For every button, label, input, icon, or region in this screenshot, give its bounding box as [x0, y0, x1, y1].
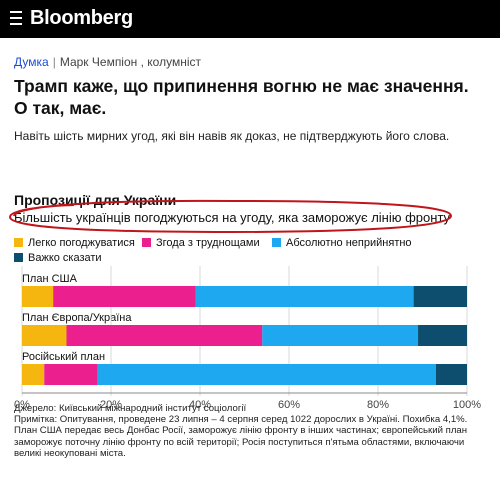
headline-line-2: О так, має. [14, 98, 107, 118]
bar-segment [435, 364, 467, 385]
x-tick-label: 60% [278, 399, 300, 411]
article-headline: Трамп каже, що припинення вогню не має з… [14, 75, 494, 119]
legend-swatch-unacceptable [272, 238, 281, 247]
category-label-eu: План Європа/Україна [22, 312, 132, 324]
chart-subtitle: Більшість українців погоджуються на угод… [14, 210, 451, 225]
legend-item-hard-to-say: Важко сказати [14, 252, 102, 264]
note-line-1: Примітка: Опитування, проведене 23 липня… [14, 414, 468, 426]
legend-swatch-hard-to-say [14, 253, 23, 262]
author-name[interactable]: Марк Чемпіон , колумніст [59, 55, 201, 69]
x-tick-label: 40% [189, 399, 211, 411]
article-dek: Навіть шість мирних угод, які він навів … [14, 129, 450, 143]
section-link[interactable]: Думка [14, 55, 49, 69]
bar-segment [418, 325, 467, 346]
legend-label-unacceptable: Абсолютно неприйнятно [286, 237, 412, 249]
bar-segment [413, 286, 467, 307]
bar-segment [22, 286, 54, 307]
source-line: Джерело: Київський міжнародний інститут … [14, 403, 247, 414]
bar-segment [195, 286, 414, 307]
headline-line-1: Трамп каже, що припинення вогню не має з… [14, 76, 469, 96]
x-tick-label: 20% [100, 399, 122, 411]
legend-label-hard-to-say: Важко сказати [28, 252, 102, 264]
bar-segment [22, 364, 45, 385]
x-tick-label: 0% [14, 399, 30, 411]
bar-segment [22, 325, 67, 346]
chart-title: Пропозиції для України [14, 192, 177, 208]
note-line-2: План США передає весь Донбас Росії, замо… [14, 425, 468, 437]
category-label-us: План США [22, 273, 77, 285]
chart-bars: 0% 20% 40% 60% 80% 100% [14, 266, 481, 411]
note-line-3: заморожує поточну лінію фронту по всій т… [14, 436, 465, 448]
bar-segment [66, 325, 263, 346]
legend-label-easy: Легко погоджуватися [28, 237, 135, 249]
hamburger-menu-icon[interactable] [10, 11, 22, 27]
byline-separator: | [52, 55, 56, 69]
legend-item-easy: Легко погоджуватися [14, 237, 135, 249]
x-tick-label: 100% [453, 399, 481, 411]
category-label-ru: Російський план [22, 351, 106, 363]
bar-segment [44, 364, 98, 385]
legend-swatch-easy [14, 238, 23, 247]
bar-segment [53, 286, 196, 307]
legend-swatch-difficult [142, 238, 151, 247]
top-bar: Bloomberg [0, 0, 500, 38]
bloomberg-logo[interactable]: Bloomberg [30, 7, 133, 29]
chart-source-notes: Джерело: Київський міжнародний інститут … [14, 403, 494, 459]
note-line-4: великі неокуповані міста. [14, 447, 126, 459]
red-annotation-circle [8, 199, 452, 234]
bar-segment [262, 325, 419, 346]
stacked-bar-chart: План США План Європа/Україна Російський … [0, 266, 500, 412]
legend-item-unacceptable: Абсолютно неприйнятно [272, 237, 412, 249]
legend-label-difficult: Згода з труднощами [156, 237, 260, 249]
legend-item-difficult: Згода з труднощами [142, 237, 260, 249]
bar-segment [97, 364, 436, 385]
byline: Думка | Марк Чемпіон , колумніст [14, 55, 201, 69]
x-tick-label: 80% [367, 399, 389, 411]
